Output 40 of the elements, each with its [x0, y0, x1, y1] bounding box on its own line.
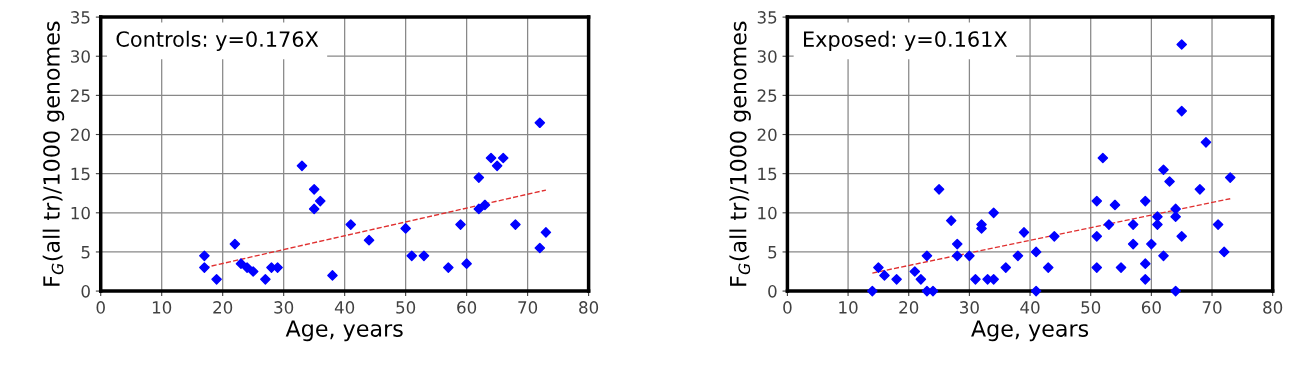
x-tick-label: 70: [1202, 301, 1222, 314]
y-tick-label: 10: [71, 206, 90, 220]
x-tick-label: 70: [518, 301, 538, 314]
x-tick-label: 0: [783, 301, 792, 314]
y-tick-label: 10: [758, 206, 777, 220]
y-tick-label: 20: [71, 128, 90, 142]
x-tick-label: 30: [960, 301, 979, 314]
y-axis-title: F$_{G}$(all tr)/1000 genomes: [42, 21, 65, 286]
y-tick-label: 25: [757, 89, 777, 102]
x-tick-label: 60: [457, 301, 477, 314]
x-tick-label: 20: [213, 301, 233, 314]
x-tick-label: 10: [839, 301, 858, 314]
x-tick-label: 0: [96, 301, 105, 314]
y-tick-label: 5: [81, 246, 90, 259]
x-tick-label: 20: [899, 301, 919, 314]
y-tick-label: 5: [768, 246, 777, 259]
x-tick-label: 10: [152, 301, 172, 314]
x-axis-title: Age, years: [971, 320, 1089, 342]
y-tick-label: 35: [757, 11, 777, 24]
y-tick-label: 15: [758, 167, 777, 181]
y-tick-label: 30: [757, 50, 777, 63]
x-tick-label: 80: [1263, 301, 1283, 314]
annotation: Exposed: y=0.161X: [804, 30, 1008, 51]
x-tick-label: 40: [334, 301, 355, 314]
y-tick-label: 0: [81, 285, 90, 298]
x-axis-title: Age, years: [285, 320, 403, 342]
x-tick-label: 40: [1020, 301, 1040, 314]
x-tick-label: 30: [274, 301, 294, 314]
x-tick-label: 50: [1081, 301, 1101, 314]
y-tick-label: 20: [757, 128, 777, 142]
y-tick-label: 30: [71, 50, 90, 63]
y-tick-label: 35: [71, 11, 90, 24]
y-tick-label: 25: [71, 89, 90, 102]
y-axis-title: F$_{G}$(all tr)/1000 genomes: [729, 21, 751, 286]
x-tick-label: 60: [1141, 301, 1161, 314]
y-tick-label: 15: [71, 167, 90, 181]
y-tick-label: 0: [768, 285, 777, 298]
x-tick-label: 50: [396, 301, 416, 314]
x-tick-label: 80: [579, 301, 599, 314]
annotation: Controls: y=0.176X: [116, 30, 319, 51]
